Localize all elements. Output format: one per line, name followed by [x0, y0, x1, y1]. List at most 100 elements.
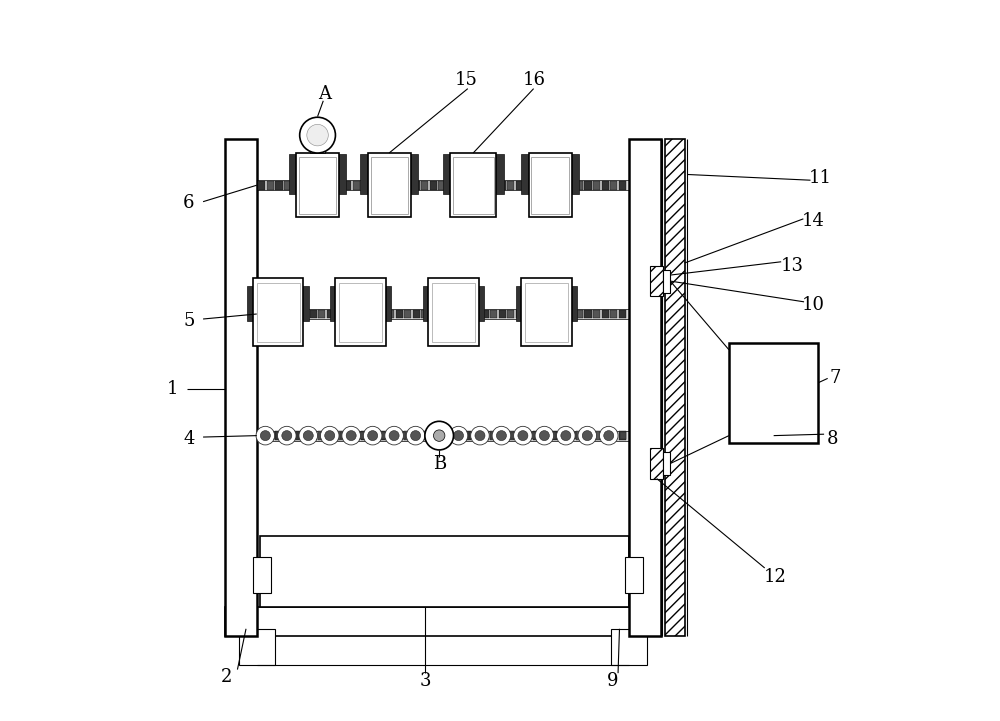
Bar — [580, 432, 586, 439]
Circle shape — [260, 430, 270, 441]
Bar — [530, 432, 536, 439]
Bar — [370, 181, 377, 190]
Bar — [413, 431, 420, 440]
Bar — [447, 310, 454, 318]
Circle shape — [303, 430, 313, 441]
Bar — [296, 153, 339, 218]
Bar — [335, 278, 386, 346]
Text: 6: 6 — [183, 194, 195, 212]
Bar — [480, 432, 486, 439]
Bar — [550, 431, 557, 440]
Bar — [650, 266, 663, 296]
Bar — [521, 154, 579, 194]
Bar — [327, 431, 334, 440]
Bar — [490, 431, 497, 440]
Bar — [225, 138, 257, 636]
Bar — [340, 432, 345, 439]
Bar — [310, 181, 317, 190]
Bar — [584, 431, 592, 440]
Bar — [327, 181, 334, 190]
Bar — [423, 286, 484, 321]
Bar — [490, 310, 497, 318]
Text: 3: 3 — [419, 672, 431, 690]
Circle shape — [299, 426, 318, 445]
Bar — [275, 310, 283, 318]
Bar — [584, 181, 592, 190]
Circle shape — [342, 426, 360, 445]
Bar — [344, 310, 351, 318]
Bar — [516, 181, 523, 190]
Circle shape — [346, 430, 356, 441]
Circle shape — [406, 426, 425, 445]
Bar — [510, 432, 516, 439]
Bar — [663, 452, 670, 475]
Bar — [270, 432, 275, 439]
Bar — [350, 432, 355, 439]
Bar — [576, 181, 583, 190]
Bar — [470, 432, 476, 439]
Bar — [257, 430, 629, 441]
Bar — [576, 431, 583, 440]
Bar — [533, 310, 540, 318]
Bar — [410, 432, 416, 439]
Bar — [225, 607, 661, 636]
Bar — [464, 310, 471, 318]
Circle shape — [433, 430, 445, 441]
Bar — [318, 181, 325, 190]
Bar — [430, 431, 437, 440]
Bar — [570, 432, 576, 439]
Bar — [344, 181, 351, 190]
Circle shape — [320, 426, 339, 445]
Bar — [257, 309, 629, 319]
Bar — [421, 310, 428, 318]
Bar — [293, 181, 300, 190]
Bar — [629, 138, 661, 636]
Text: 16: 16 — [523, 71, 546, 89]
Bar — [360, 432, 365, 439]
Bar — [253, 557, 271, 593]
Bar — [404, 431, 411, 440]
Circle shape — [492, 426, 511, 445]
Bar — [619, 431, 626, 440]
Bar — [610, 432, 616, 439]
Circle shape — [385, 426, 403, 445]
Bar — [507, 431, 514, 440]
Bar — [464, 431, 471, 440]
Bar — [267, 310, 274, 318]
Bar — [247, 286, 309, 321]
Bar — [529, 153, 572, 218]
Bar — [524, 310, 531, 318]
Bar — [456, 310, 463, 318]
Bar — [453, 156, 494, 214]
Bar — [533, 431, 540, 440]
Bar — [258, 310, 265, 318]
Bar — [593, 181, 600, 190]
Bar — [559, 310, 566, 318]
Circle shape — [277, 426, 296, 445]
Text: A: A — [318, 84, 331, 102]
Bar — [600, 432, 606, 439]
Bar — [404, 310, 411, 318]
Bar — [567, 310, 574, 318]
Bar — [293, 310, 300, 318]
Bar — [481, 431, 489, 440]
Bar — [473, 181, 480, 190]
Bar — [460, 432, 466, 439]
Bar — [665, 138, 685, 636]
Bar — [590, 432, 596, 439]
Text: 5: 5 — [183, 312, 194, 330]
Bar — [567, 181, 574, 190]
Bar — [260, 536, 629, 607]
Bar — [353, 431, 360, 440]
Bar — [584, 310, 592, 318]
Bar — [335, 310, 343, 318]
Circle shape — [432, 430, 442, 441]
Text: 12: 12 — [764, 567, 787, 585]
Bar — [275, 181, 283, 190]
Bar — [300, 432, 305, 439]
Bar — [318, 310, 325, 318]
Bar — [387, 431, 394, 440]
Circle shape — [363, 426, 382, 445]
Bar — [499, 181, 506, 190]
Bar — [428, 278, 479, 346]
